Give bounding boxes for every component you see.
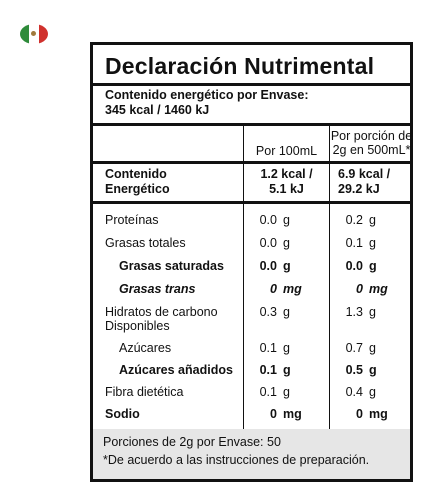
- nutrient-name: Azúcares añadidos: [119, 363, 233, 377]
- nutrient-unit-per-100ml: g: [283, 341, 290, 355]
- nutrient-value-per-100ml: 0.0: [259, 236, 277, 250]
- nutrient-value-per-serving: 0: [356, 407, 363, 421]
- nutrient-name: Fibra dietética: [105, 385, 184, 399]
- nutrient-unit-per-100ml: g: [283, 259, 291, 273]
- nutrient-name: Grasas saturadas: [119, 259, 224, 273]
- nutrient-value-per-100ml: 0: [270, 282, 277, 296]
- nutrient-value-per-serving: 0.0: [345, 259, 363, 273]
- nutrient-unit-per-serving: g: [369, 259, 377, 273]
- nutrient-unit-per-serving: g: [369, 305, 376, 319]
- nutrient-value-per-serving: 1.3: [345, 305, 363, 319]
- column-header-per-serving: Por porción de 2g en 500mL*: [330, 129, 413, 157]
- nutrient-unit-per-serving: mg: [369, 407, 388, 421]
- nutrient-value-per-100ml: 0.0: [259, 259, 277, 273]
- nutrient-row: Grasas totales 0.0 g 0.1 g: [93, 236, 410, 256]
- nutrient-unit-per-serving: g: [369, 236, 376, 250]
- nutrient-value-per-100ml: 0.0: [259, 213, 277, 227]
- energy-per-package-value: 345 kcal / 1460 kJ: [105, 103, 210, 117]
- nutrient-row: Azúcares añadidos 0.1 g 0.5 g: [93, 363, 410, 383]
- header-divider: [93, 161, 410, 164]
- energy-per-package-label: Contenido energético por Envase:: [105, 88, 309, 102]
- nutrient-unit-per-100ml: g: [283, 236, 290, 250]
- nutrient-unit-per-serving: g: [369, 363, 377, 377]
- nutrient-value-per-serving: 0.7: [345, 341, 363, 355]
- title-divider: [93, 83, 410, 86]
- nutrient-value-per-serving: 0.1: [345, 236, 363, 250]
- energy-per-100ml: 1.2 kcal / 5.1 kJ: [260, 167, 313, 196]
- nutrient-unit-per-100ml: mg: [283, 282, 302, 296]
- nutrient-unit-per-100ml: g: [283, 363, 291, 377]
- label-footer: Porciones de 2g por Envase: 50 *De acuer…: [93, 429, 410, 479]
- nutrient-name: Grasas trans: [119, 282, 196, 296]
- nutrient-value-per-100ml: 0: [270, 407, 277, 421]
- nutrient-value-per-serving: 0.4: [345, 385, 363, 399]
- column-header-per-100ml: Por 100mL: [255, 144, 318, 158]
- nutrition-label: Declaración Nutrimental Contenido energé…: [90, 42, 413, 482]
- nutrient-unit-per-100ml: g: [283, 213, 290, 227]
- energy-per-serving: 6.9 kcal / 29.2 kJ: [338, 167, 391, 196]
- nutrient-value-per-serving: 0: [356, 282, 363, 296]
- nutrient-name: Grasas totales: [105, 236, 186, 250]
- preparation-note: *De acuerdo a las instrucciones de prepa…: [103, 453, 370, 467]
- nutrient-unit-per-100ml: mg: [283, 407, 302, 421]
- nutrient-row: Hidratos de carbono Disponibles 0.3 g 1.3 g: [93, 305, 410, 333]
- nutrient-value-per-100ml: 0.1: [259, 363, 277, 377]
- servings-per-package: Porciones de 2g por Envase: 50: [103, 435, 281, 449]
- nutrient-value-per-serving: 0.5: [345, 363, 363, 377]
- nutrient-row: Proteínas 0.0 g 0.2 g: [93, 213, 410, 233]
- energy-divider: [93, 201, 410, 204]
- nutrient-name: Hidratos de carbono: [105, 305, 218, 319]
- nutrient-value-per-100ml: 0.1: [259, 341, 277, 355]
- nutrient-name: Sodio: [105, 407, 140, 421]
- column-divider-1: [243, 126, 245, 442]
- nutrient-name-continued: Disponibles: [105, 319, 170, 333]
- mexico-flag-icon: [20, 24, 48, 44]
- nutrient-unit-per-100ml: g: [283, 305, 290, 319]
- nutrient-unit-per-serving: mg: [369, 282, 388, 296]
- nutrient-name: Azúcares: [119, 341, 172, 355]
- nutrient-name: Proteínas: [105, 213, 159, 227]
- nutrient-row: Azúcares 0.1 g 0.7 g: [93, 341, 410, 361]
- nutrient-row: Grasas saturadas 0.0 g 0.0 g: [93, 259, 410, 279]
- energy-label: Contenido Energético: [105, 167, 170, 196]
- nutrient-unit-per-100ml: g: [283, 385, 290, 399]
- nutrient-unit-per-serving: g: [369, 213, 376, 227]
- package-divider: [93, 123, 410, 126]
- label-title: Declaración Nutrimental: [105, 53, 375, 79]
- nutrient-value-per-serving: 0.2: [345, 213, 363, 227]
- energy-per-package: Contenido energético por Envase: 345 kca…: [105, 88, 309, 118]
- nutrient-value-per-100ml: 0.3: [259, 305, 277, 319]
- nutrient-row: Fibra dietética 0.1 g 0.4 g: [93, 385, 410, 405]
- nutrient-unit-per-serving: g: [369, 385, 376, 399]
- nutrient-row: Grasas trans 0 mg 0 mg: [93, 282, 410, 302]
- nutrient-value-per-100ml: 0.1: [259, 385, 277, 399]
- nutrient-row: Sodio 0 mg 0 mg: [93, 407, 410, 427]
- column-divider-2: [329, 126, 331, 442]
- nutrient-unit-per-serving: g: [369, 341, 376, 355]
